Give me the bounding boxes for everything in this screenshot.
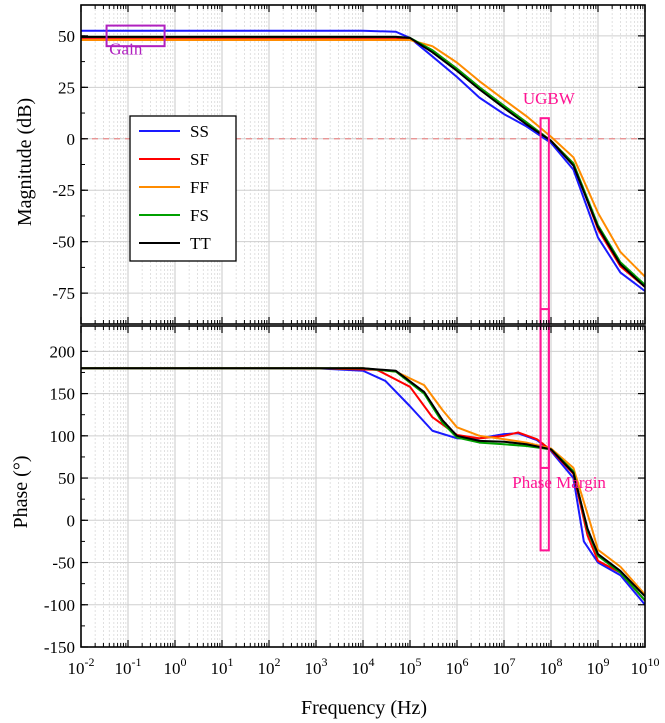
- legend-label-sf: SF: [190, 150, 209, 169]
- y-tick-label: 150: [50, 385, 76, 404]
- x-tick-label: 104: [352, 655, 375, 678]
- magnitude-series-ss: [81, 29, 645, 292]
- y-tick-label: 200: [50, 342, 76, 361]
- phase-series-sf: [81, 367, 645, 602]
- phase-series-ss: [81, 367, 645, 606]
- annotation-label-gain: Gain: [109, 39, 143, 58]
- y-tick-label: -150: [44, 638, 75, 657]
- magnitude-series-group: [81, 29, 645, 292]
- legend-frame: [129, 115, 237, 262]
- magnitude-y-axis-title: Magnitude (dB): [14, 98, 36, 226]
- y-tick-label: 0: [67, 130, 76, 149]
- y-tick-label: 100: [50, 427, 76, 446]
- phase-series-tt: [81, 367, 645, 598]
- y-tick-label: 50: [58, 27, 75, 46]
- annotation-box-phase-margin: [539, 308, 550, 469]
- legend-label-fs: FS: [190, 206, 209, 225]
- legend-label-ss: SS: [190, 122, 209, 141]
- y-tick-label: -75: [52, 284, 75, 303]
- annotation-box-gain: [105, 24, 166, 48]
- x-tick-label: 100: [164, 655, 187, 678]
- y-tick-label: 25: [58, 78, 75, 97]
- x-tick-label: 102: [258, 655, 281, 678]
- x-tick-label: 109: [587, 655, 610, 678]
- annotation-label-ugbw: UGBW: [523, 89, 576, 108]
- legend: SS SF FF FS TT: [129, 115, 237, 262]
- phase-series-group: [81, 367, 645, 606]
- y-tick-label: 50: [58, 469, 75, 488]
- y-tick-label: 0: [67, 511, 76, 530]
- x-tick-label: 10-2: [68, 655, 95, 678]
- y-tick-label: -50: [52, 233, 75, 252]
- magnitude-series-tt: [81, 35, 645, 288]
- x-tick-label: 106: [446, 655, 469, 678]
- legend-label-tt: TT: [190, 234, 211, 253]
- x-tick-label: 10-1: [115, 655, 142, 678]
- magnitude-series-ff: [81, 38, 645, 278]
- x-tick-label: 1010: [631, 655, 660, 678]
- y-tick-label: -25: [52, 181, 75, 200]
- annotation-label-phase-margin: Phase Margin: [512, 473, 606, 492]
- x-tick-label: 101: [211, 655, 234, 678]
- x-tick-label: 107: [493, 655, 516, 678]
- x-axis-title: Frequency (Hz): [301, 697, 427, 719]
- x-tick-label: 108: [540, 655, 563, 678]
- x-tick-label: 103: [305, 655, 328, 678]
- phase-y-axis-title: Phase (°): [10, 456, 32, 529]
- y-tick-label: -100: [44, 596, 75, 615]
- y-tick-label: -50: [52, 554, 75, 573]
- legend-label-ff: FF: [190, 178, 209, 197]
- phase-series-ff: [81, 367, 645, 596]
- x-tick-label: 105: [399, 655, 422, 678]
